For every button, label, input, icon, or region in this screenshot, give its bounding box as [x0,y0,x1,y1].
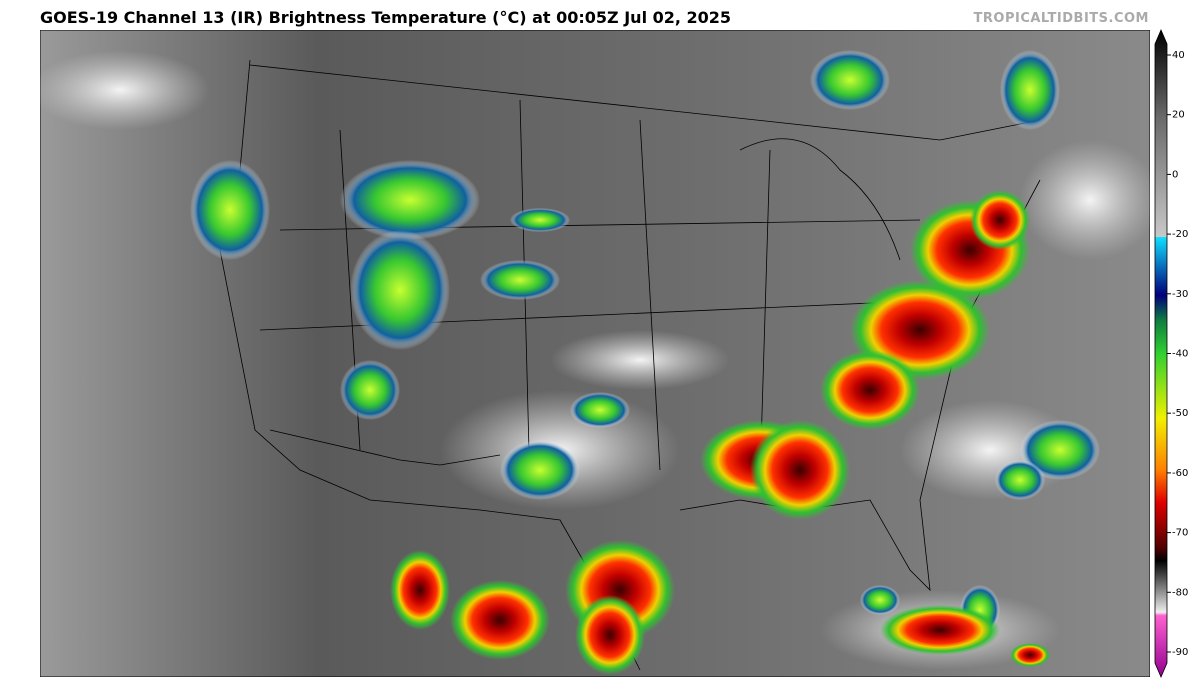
colorbar-tick-label: -50 [1172,408,1188,419]
colorbar-tick-label: 0 [1172,169,1178,180]
title: GOES-19 Channel 13 (IR) Brightness Tempe… [40,8,732,27]
colorbar-tick-label: -30 [1172,289,1188,300]
colorbar-tick-label: 40 [1172,50,1185,61]
colorbar-tick-label: -20 [1172,229,1188,240]
satellite-map [40,30,1150,677]
colorbar-tick-label: 20 [1172,110,1185,121]
colorbar-tick-label: -60 [1172,468,1188,479]
colorbar-tick-label: -80 [1172,587,1188,598]
colorbar-tick-label: -90 [1172,647,1188,658]
site-credit: TROPICALTIDBITS.COM [973,11,1149,26]
colorbar-scale [1154,28,1168,679]
convection [190,50,1100,635]
colorbar-tick-label: -40 [1172,349,1188,360]
colorbar: 40 20 0 -20 -30 -40 -50 -60 -70 -80 -90 [1154,28,1188,679]
colorbar-tick-label: -70 [1172,528,1188,539]
deep-convection [390,190,1050,675]
